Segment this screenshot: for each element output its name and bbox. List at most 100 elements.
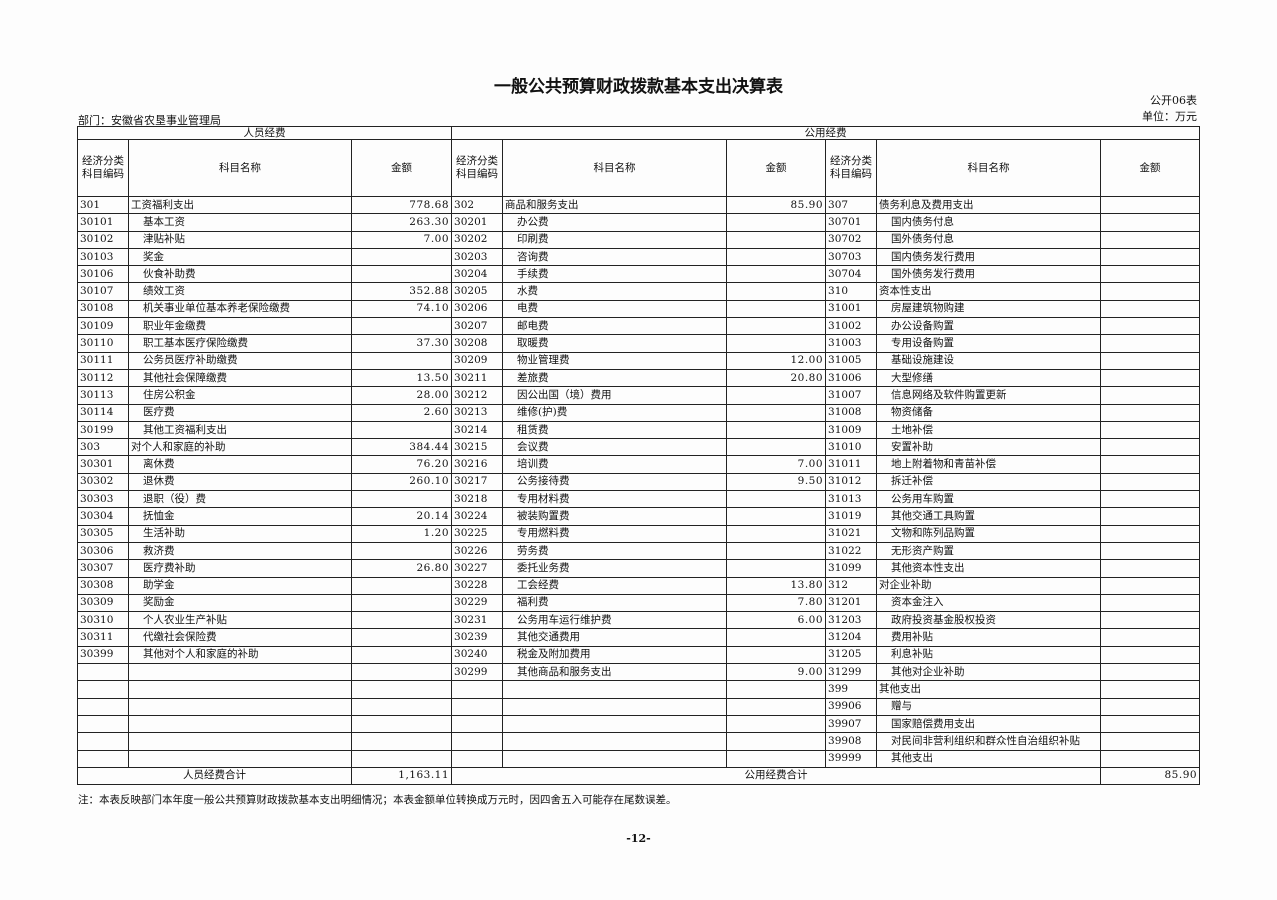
code-cell: 30215 [451,438,504,457]
name-cell: 福利费 [502,593,728,613]
total-label: 人员经费合计 [77,766,352,786]
code-cell: 39908 [825,732,878,751]
code-cell: 30106 [77,265,129,284]
name-cell: 退职（役）费 [128,490,352,509]
amount-cell [1100,420,1201,440]
code-cell: 30299 [451,663,504,682]
code-cell [77,680,129,699]
amount-cell: 20.14 [350,507,453,526]
amount-cell [726,213,827,232]
data-row: 30306 救济费 30226 劳务费 31022 无形资产购置 [77,541,1201,561]
name-cell: 其他交通工具购置 [876,507,1102,526]
amount-cell: 6.00 [726,611,827,630]
amount-cell [726,438,827,457]
name-cell: 津贴补贴 [128,230,352,249]
note: 注：本表反映部门本年度一般公共预算财政拨款基本支出明细情况；本表金额单位转换成万… [78,794,677,806]
name-cell: 公务用车运行维护费 [502,611,728,630]
name-cell: 办公费 [502,213,728,232]
name-cell: 医疗费 [128,403,352,422]
amount-cell [726,403,827,422]
data-row: 30113 住房公积金 28.00 30212 因公出国（境）费用 31007 信息网络及软… [77,386,1201,405]
amount-cell [726,680,827,699]
amount-cell [1100,611,1201,630]
amount-cell: 384.44 [350,438,453,457]
code-cell: 30309 [77,593,129,613]
code-cell: 30209 [451,351,504,370]
name-cell: 拆迁补偿 [876,472,1102,492]
amount-cell [350,749,453,768]
name-cell: 奖励金 [128,593,352,613]
amount-cell [726,697,827,716]
amount-cell: 9.00 [726,663,827,682]
data-row: 30109 职业年金缴费 30207 邮电费 31002 办公设备购置 [77,317,1201,336]
code-cell: 30217 [451,472,504,492]
name-cell: 救济费 [128,541,352,561]
data-row: 30114 医疗费 2.60 30213 维修(护)费 31008 物资储备 [77,403,1201,422]
amount-cell: 20.80 [726,368,827,388]
amount-cell [350,420,453,440]
name-cell: 因公出国（境）费用 [502,386,728,405]
amount-cell [1100,645,1201,665]
amount-cell [1100,403,1201,422]
amount-cell [726,265,827,284]
amount-cell [350,247,453,267]
code-cell: 30703 [825,247,878,267]
code-cell: 31012 [825,472,878,492]
amount-cell [350,541,453,561]
amount-cell [1100,472,1201,492]
amount-cell [1100,334,1201,353]
code-cell: 30214 [451,420,504,440]
code-cell: 30308 [77,576,129,595]
code-cell: 30207 [451,317,504,336]
code-cell: 30211 [451,368,504,388]
data-row: 30304 抚恤金 20.14 30224 被装购置费 31019 其他交通工具购置 [77,507,1201,526]
amount-cell [726,247,827,267]
name-cell: 其他对个人和家庭的补助 [128,645,352,665]
amount-cell [726,282,827,301]
code-cell: 31003 [825,334,878,353]
amount-cell [350,576,453,595]
column-header: 科目名称 [876,139,1102,197]
code-cell: 30206 [451,299,504,319]
code-cell: 30307 [77,559,129,578]
amount-cell: 2.60 [350,403,453,422]
code-cell: 30102 [77,230,129,249]
page-number: -12- [626,832,651,845]
code-cell: 31022 [825,541,878,561]
amount-cell [350,680,453,699]
code-cell: 31204 [825,628,878,647]
name-cell: 租赁费 [502,420,728,440]
code-cell: 30208 [451,334,504,353]
data-row: 30299 其他商品和服务支出 9.00 31299 其他对企业补助 [77,663,1201,682]
department: 部门：安徽省农垦事业管理局 [78,114,221,127]
name-cell: 物资储备 [876,403,1102,422]
code-cell: 30205 [451,282,504,301]
code-cell: 30227 [451,559,504,578]
name-cell: 印刷费 [502,230,728,249]
amount-cell [1100,576,1201,595]
code-cell [77,749,129,768]
amount-cell: 1.20 [350,524,453,543]
code-cell: 310 [825,282,878,301]
code-cell: 31006 [825,368,878,388]
name-cell: 其他支出 [876,680,1102,699]
code-cell: 30213 [451,403,504,422]
amount-cell [726,645,827,665]
data-row: 399 其他支出 [77,680,1201,699]
amount-cell [1100,714,1201,734]
name-cell [128,732,352,751]
amount-cell [1100,265,1201,284]
name-cell: 手续费 [502,265,728,284]
name-cell: 被装购置费 [502,507,728,526]
amount-cell [1100,490,1201,509]
name-cell: 住房公积金 [128,386,352,405]
amount-cell [726,334,827,353]
code-cell: 30704 [825,265,878,284]
name-cell: 抚恤金 [128,507,352,526]
name-cell: 利息补贴 [876,645,1102,665]
total-row: 人员经费合计 1,163.11 公用经费合计 85.90 [77,766,1201,786]
code-cell: 30112 [77,368,129,388]
amount-cell [1100,541,1201,561]
data-row: 30102 津贴补贴 7.00 30202 印刷费 30702 国外债务付息 [77,230,1201,249]
